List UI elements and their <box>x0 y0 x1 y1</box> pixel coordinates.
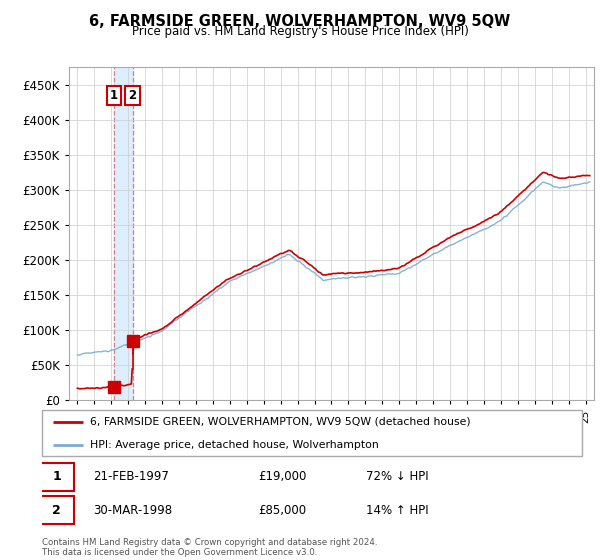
Text: HPI: Average price, detached house, Wolverhampton: HPI: Average price, detached house, Wolv… <box>89 440 378 450</box>
Text: 1: 1 <box>109 88 118 102</box>
FancyBboxPatch shape <box>40 496 74 524</box>
Text: Price paid vs. HM Land Registry's House Price Index (HPI): Price paid vs. HM Land Registry's House … <box>131 25 469 38</box>
Text: £19,000: £19,000 <box>258 470 307 483</box>
Text: 30-MAR-1998: 30-MAR-1998 <box>94 504 172 517</box>
Text: 6, FARMSIDE GREEN, WOLVERHAMPTON, WV9 5QW (detached house): 6, FARMSIDE GREEN, WOLVERHAMPTON, WV9 5Q… <box>89 417 470 427</box>
Text: 6, FARMSIDE GREEN, WOLVERHAMPTON, WV9 5QW: 6, FARMSIDE GREEN, WOLVERHAMPTON, WV9 5Q… <box>89 14 511 29</box>
Text: 2: 2 <box>128 88 137 102</box>
Text: 14% ↑ HPI: 14% ↑ HPI <box>366 504 428 517</box>
Text: 2: 2 <box>52 504 61 517</box>
Text: 21-FEB-1997: 21-FEB-1997 <box>94 470 169 483</box>
Text: 1: 1 <box>52 470 61 483</box>
Text: £85,000: £85,000 <box>258 504 306 517</box>
Bar <box>113 67 133 400</box>
FancyBboxPatch shape <box>42 410 582 456</box>
Text: 72% ↓ HPI: 72% ↓ HPI <box>366 470 428 483</box>
FancyBboxPatch shape <box>40 463 74 491</box>
Text: Contains HM Land Registry data © Crown copyright and database right 2024.
This d: Contains HM Land Registry data © Crown c… <box>42 538 377 557</box>
